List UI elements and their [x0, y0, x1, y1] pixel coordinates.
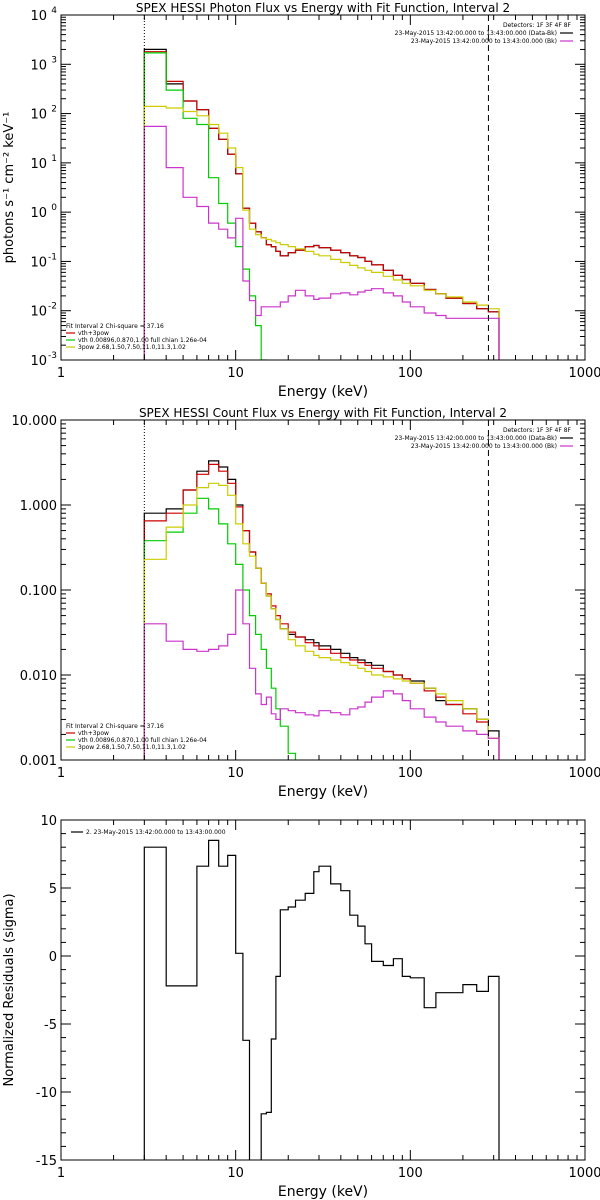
chart-title: SPEX HESSI Count Flux vs Energy with Fit…: [139, 406, 507, 420]
x-tick-label: 1000: [568, 1166, 600, 1181]
y-axis-label: Normalized Residuals (sigma): [2, 893, 17, 1086]
series-line-1: [143, 839, 500, 1160]
legend-bottom-entry: vth 0.00896,0.870,1.00 full chian 1.26e-…: [78, 737, 207, 744]
series-group: [143, 839, 500, 1160]
series-group: [143, 48, 500, 360]
y-tick-label: -15: [36, 1154, 57, 1169]
x-tick-label: 1000: [568, 766, 600, 781]
series-line-4: [143, 105, 500, 360]
y-tick-label: 10: [30, 255, 47, 270]
y-tick-exponent: -1: [48, 252, 57, 262]
series-group: [143, 460, 500, 760]
x-tick-label: 1: [57, 766, 65, 781]
y-tick-label: 10: [30, 58, 47, 73]
y-tick-label: -5: [44, 1018, 57, 1033]
legend-bottom-entry: vth 0.00896,0.870,1.00 full chian 1.26e-…: [78, 337, 207, 344]
y-tick-label: 10: [30, 157, 47, 172]
series-line-3: [143, 497, 297, 760]
plot-frame: [60, 419, 586, 761]
x-tick-label: 10: [227, 366, 244, 381]
x-tick-label: 100: [398, 1166, 423, 1181]
series-line-2: [143, 463, 500, 760]
legend-bottom-header: Fit Interval 2 Chi-square = 37.16: [66, 723, 164, 730]
legend-top-entry: 23-May-2015 13:42:00.000 to 13:43:00.000…: [395, 30, 557, 37]
legend-top-entry: 23-May-2015 13:42:00.000 to 13:43:00.000…: [411, 443, 557, 450]
x-tick-label: 1: [57, 366, 65, 381]
legend-top-entry: 23-May-2015 13:42:00.000 to 13:43:00.000…: [395, 435, 557, 442]
y-tick-label: 10: [30, 354, 47, 369]
y-axis-label: photons s⁻¹ cm⁻² keV⁻¹: [2, 112, 17, 264]
series-line-3: [143, 52, 267, 360]
series-line-5: [143, 125, 500, 360]
y-tick-label: 10: [40, 814, 57, 829]
y-tick-label: 10: [30, 108, 47, 123]
y-tick-label: 10: [30, 305, 47, 320]
series-line-5: [143, 589, 500, 760]
legend-bottom-entry: vth+3pow: [78, 730, 109, 737]
chart-title: SPEX HESSI Photon Flux vs Energy with Fi…: [136, 1, 510, 15]
y-tick-exponent: 2: [51, 105, 57, 115]
y-tick-label: 10.000: [12, 414, 58, 429]
x-tick-label: 10: [227, 1166, 244, 1181]
legend-top-entry: 23-May-2015 13:42:00.000 to 13:43:00.000…: [411, 38, 557, 45]
x-tick-label: 10: [227, 766, 244, 781]
x-tick-label: 1000: [568, 366, 600, 381]
y-tick-label: 5: [49, 882, 57, 897]
y-tick-exponent: 4: [51, 6, 57, 16]
legend-bottom-entry: 3pow 2.68,1.50,7.50,11.0,11.3,1.02: [78, 744, 186, 751]
y-tick-label: 0.001: [20, 754, 57, 769]
series-line-1: [143, 460, 500, 760]
legend-bottom-header: Fit Interval 2 Chi-square = 37.16: [66, 323, 164, 330]
series-line-4: [143, 482, 500, 760]
y-tick-exponent: 0: [51, 203, 57, 213]
chart-panel-2: 1 10 100 1000 0.001 0.010 0.100 1.000 10.000 SPEX…: [12, 406, 600, 800]
x-tick-label: 100: [398, 366, 423, 381]
x-tick-label: 100: [398, 766, 423, 781]
x-axis-label: Energy (keV): [278, 384, 368, 400]
y-tick-exponent: 1: [51, 154, 57, 164]
y-tick-exponent: -2: [48, 302, 57, 312]
plot-frame: [60, 14, 586, 361]
x-tick-label: 1: [57, 1166, 65, 1181]
y-tick-label: 0.010: [20, 669, 57, 684]
y-tick-label: 10: [30, 9, 47, 24]
legend-top-header: Detectors: 1F 3F 4F 8F: [503, 427, 572, 434]
x-axis-label: Energy (keV): [278, 784, 368, 800]
y-tick-label: 0: [49, 950, 57, 965]
legend-bottom-entry: 3pow 2.68,1.50,7.50,11.0,11.3,1.02: [78, 344, 186, 351]
y-tick-label: 0.100: [20, 584, 57, 599]
y-tick-exponent: -3: [48, 351, 57, 361]
x-axis-label: Energy (keV): [278, 1184, 368, 1200]
plot-frame: [60, 819, 586, 1161]
y-tick-exponent: 3: [51, 55, 57, 65]
legend-entry: 2. 23-May-2015 13:42:00.000 to 13:43:00.…: [86, 829, 226, 836]
legend-top-header: Detectors: 1F 3F 4F 8F: [503, 22, 572, 29]
chart-panel-3: 1 10 100 1000 -15 -10 -5 0 5 10 Energy (keV) Normal…: [2, 814, 600, 1200]
y-tick-label: 1.000: [20, 499, 57, 514]
y-tick-label: -10: [36, 1086, 57, 1101]
legend-bottom-entry: vth+3pow: [78, 330, 109, 337]
y-tick-label: 10: [30, 206, 47, 221]
